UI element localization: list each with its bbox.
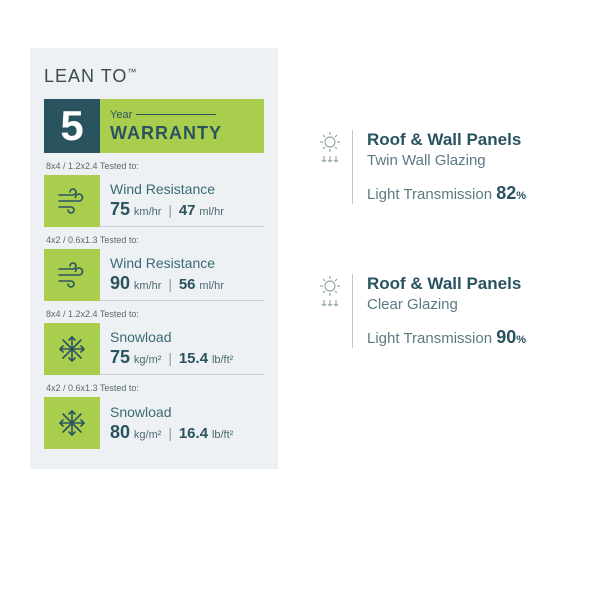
spec-label: Snowload [110,329,264,345]
wind-icon [44,249,100,301]
spec-size: 8x4 / 1.2x2.4 Tested to: [46,309,264,319]
title-text: LEAN TO [44,66,127,86]
spec-values: 75 km/hr | 47 ml/hr [110,199,264,220]
sun-icon [308,130,352,204]
spec-row: Snowload 75 kg/m² | 15.4 lb/ft² [44,323,264,375]
spec-size: 8x4 / 1.2x2.4 Tested to: [46,161,264,171]
warranty-year-label: Year [110,109,254,121]
spec-body: Wind Resistance 90 km/hr | 56 ml/hr [100,249,264,301]
title-mark: ™ [127,67,137,77]
spec-values: 90 km/hr | 56 ml/hr [110,273,264,294]
panel-title: Roof & Wall Panels [367,130,590,150]
sun-icon [308,274,352,348]
warranty-badge: 5 Year WARRANTY [44,99,264,153]
panel-text: Roof & Wall Panels Clear Glazing Light T… [352,274,590,348]
spec-values: 75 kg/m² | 15.4 lb/ft² [110,347,264,368]
panel-sub: Twin Wall Glazing [367,152,590,169]
left-spec-panel: LEAN TO™ 5 Year WARRANTY 8x4 / 1.2x2.4 T… [30,48,278,469]
spec-body: Snowload 75 kg/m² | 15.4 lb/ft² [100,323,264,375]
spec-values: 80 kg/m² | 16.4 lb/ft² [110,422,264,443]
spec-label: Wind Resistance [110,255,264,271]
spec-row: Wind Resistance 90 km/hr | 56 ml/hr [44,249,264,301]
right-info-panel: Roof & Wall Panels Twin Wall Glazing Lig… [278,0,610,418]
panel-title: Roof & Wall Panels [367,274,590,294]
spec-label: Snowload [110,404,264,420]
spec-size: 4x2 / 0.6x1.3 Tested to: [46,235,264,245]
panel-text: Roof & Wall Panels Twin Wall Glazing Lig… [352,130,590,204]
panel-info-0: Roof & Wall Panels Twin Wall Glazing Lig… [308,130,590,204]
spec-row: Wind Resistance 75 km/hr | 47 ml/hr [44,175,264,227]
warranty-number: 5 [44,99,100,153]
spec-block-1: 4x2 / 0.6x1.3 Tested to: Wind Resistance… [44,235,264,301]
spec-block-3: 4x2 / 0.6x1.3 Tested to: Snowload 80 kg/… [44,383,264,449]
spec-body: Wind Resistance 75 km/hr | 47 ml/hr [100,175,264,227]
spec-block-0: 8x4 / 1.2x2.4 Tested to: Wind Resistance… [44,161,264,227]
spec-size: 4x2 / 0.6x1.3 Tested to: [46,383,264,393]
snow-icon [44,323,100,375]
product-title: LEAN TO™ [44,66,264,87]
light-transmission: Light Transmission 82% [367,183,590,204]
spec-label: Wind Resistance [110,181,264,197]
spec-block-2: 8x4 / 1.2x2.4 Tested to: Snowload 75 kg/… [44,309,264,375]
snow-icon [44,397,100,449]
spec-row: Snowload 80 kg/m² | 16.4 lb/ft² [44,397,264,449]
spec-body: Snowload 80 kg/m² | 16.4 lb/ft² [100,397,264,449]
wind-icon [44,175,100,227]
panel-info-1: Roof & Wall Panels Clear Glazing Light T… [308,274,590,348]
panel-sub: Clear Glazing [367,296,590,313]
light-transmission: Light Transmission 90% [367,327,590,348]
warranty-text: Year WARRANTY [100,99,264,153]
warranty-word: WARRANTY [110,123,254,144]
